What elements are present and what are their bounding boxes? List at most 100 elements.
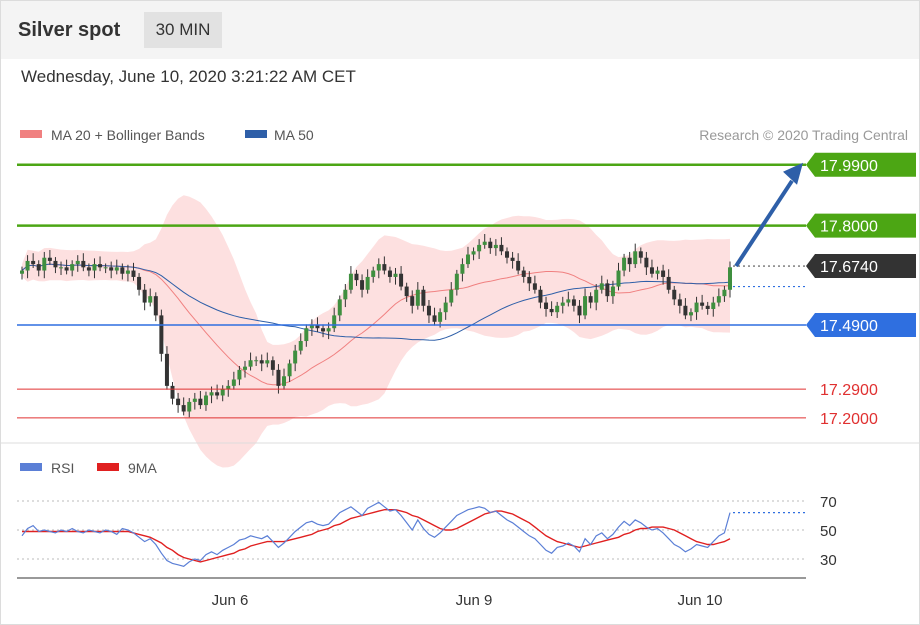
candle-body: [421, 289, 426, 306]
candle-body: [661, 270, 666, 277]
candle-body: [36, 264, 41, 271]
candle-body: [443, 302, 448, 313]
candle-body: [254, 360, 259, 362]
candle-body: [694, 302, 699, 313]
level-tag-resistance: [806, 213, 916, 238]
candle-body: [125, 270, 130, 274]
candle-body: [31, 260, 36, 265]
candle-body: [404, 286, 409, 297]
rsi-tick-label: 30: [820, 552, 837, 569]
candle-body: [42, 257, 47, 271]
candle-body: [471, 251, 476, 255]
rsi-tick-label: 70: [820, 494, 837, 511]
candle-body: [259, 360, 264, 364]
candle-body: [25, 260, 30, 271]
candle-body: [109, 267, 114, 271]
candle-body: [198, 398, 203, 406]
candle-body: [627, 257, 632, 265]
level-label-resistance: 17.8000: [820, 219, 878, 236]
rsi-line: [21, 501, 731, 567]
candle-body: [20, 270, 24, 274]
main-plot-layer: [17, 162, 806, 468]
candle-body: [610, 286, 615, 297]
candle-body: [649, 267, 654, 274]
candle-body: [605, 283, 610, 297]
candle-body: [309, 325, 314, 329]
candle-body: [616, 270, 621, 287]
candle-body: [549, 308, 554, 313]
candle-body: [164, 353, 169, 386]
timeframe-badge[interactable]: 30 MIN: [144, 12, 222, 48]
candle-body: [231, 379, 236, 386]
candle-body: [64, 267, 69, 271]
candle-body: [516, 260, 521, 271]
level-label-resistance: 17.9900: [820, 158, 878, 175]
candle-body: [120, 267, 125, 274]
level-label-current: 17.6740: [820, 259, 878, 276]
candle-body: [560, 302, 565, 306]
candle-body: [477, 244, 482, 252]
ma50-legend-swatch: [245, 130, 267, 138]
candle-body: [438, 312, 443, 322]
candle-body: [103, 267, 108, 269]
candle-body: [215, 392, 220, 396]
candle-body: [555, 305, 560, 313]
candle-body: [510, 257, 515, 261]
candle-body: [360, 280, 365, 290]
candle-body: [655, 270, 660, 274]
candle-body: [92, 264, 97, 271]
candle-body: [599, 283, 604, 290]
chart-datetime: Wednesday, June 10, 2020 3:21:22 AM CET: [21, 67, 356, 86]
candle-body: [393, 273, 398, 277]
projection-arrowhead: [783, 162, 803, 185]
candle-body: [532, 283, 537, 290]
candle-body: [220, 389, 225, 396]
chart-header: Silver spot 30 MIN: [1, 1, 919, 59]
candle-body: [226, 385, 231, 390]
candle-body: [482, 241, 487, 245]
candle-body: [270, 360, 275, 370]
candle-body: [666, 276, 671, 290]
candle-body: [633, 251, 638, 265]
candle-body: [688, 312, 693, 316]
candle-body: [98, 264, 103, 268]
candle-body: [410, 296, 415, 306]
candle-body: [588, 296, 593, 303]
candle-body: [142, 289, 147, 303]
ma50-line: [21, 263, 731, 341]
candle-body: [449, 289, 454, 303]
candle-body: [337, 299, 342, 316]
candle-body: [583, 296, 588, 316]
candle-body: [544, 302, 549, 309]
candle-body: [465, 254, 470, 265]
rsi-tick-label: 50: [820, 523, 837, 540]
candle-body: [176, 398, 181, 406]
candle-body: [488, 241, 493, 249]
level-label-support: 17.2900: [820, 382, 878, 399]
candle-body: [677, 299, 682, 306]
ma20-legend-label: MA 20 + Bollinger Bands: [51, 127, 205, 143]
projection-arrow-shaft: [734, 179, 794, 268]
candle-body: [265, 360, 270, 364]
candle-body: [711, 302, 716, 309]
candle-body: [716, 296, 721, 303]
candle-body: [47, 257, 52, 261]
candle-body: [298, 341, 303, 351]
candle-body: [527, 276, 532, 284]
candle-body: [371, 270, 376, 277]
level-label-pivot: 17.4900: [820, 318, 878, 335]
bollinger-band: [22, 195, 730, 468]
candle-body: [683, 305, 688, 316]
candle-body: [187, 401, 192, 412]
rsi-ma9-line: [22, 509, 731, 563]
candle-body: [237, 369, 242, 380]
x-axis-layer: Jun 6 Jun 9 Jun 10: [212, 592, 723, 609]
x-tick-label: Jun 10: [677, 592, 722, 609]
rsi-plot-layer: 70 50 30: [17, 494, 837, 569]
level-label-support: 17.2000: [820, 411, 878, 428]
candle-body: [131, 270, 136, 277]
candle-body: [81, 260, 86, 268]
candle-body: [426, 305, 431, 316]
ma9-legend-label: 9MA: [128, 460, 157, 476]
candle-body: [192, 398, 197, 402]
